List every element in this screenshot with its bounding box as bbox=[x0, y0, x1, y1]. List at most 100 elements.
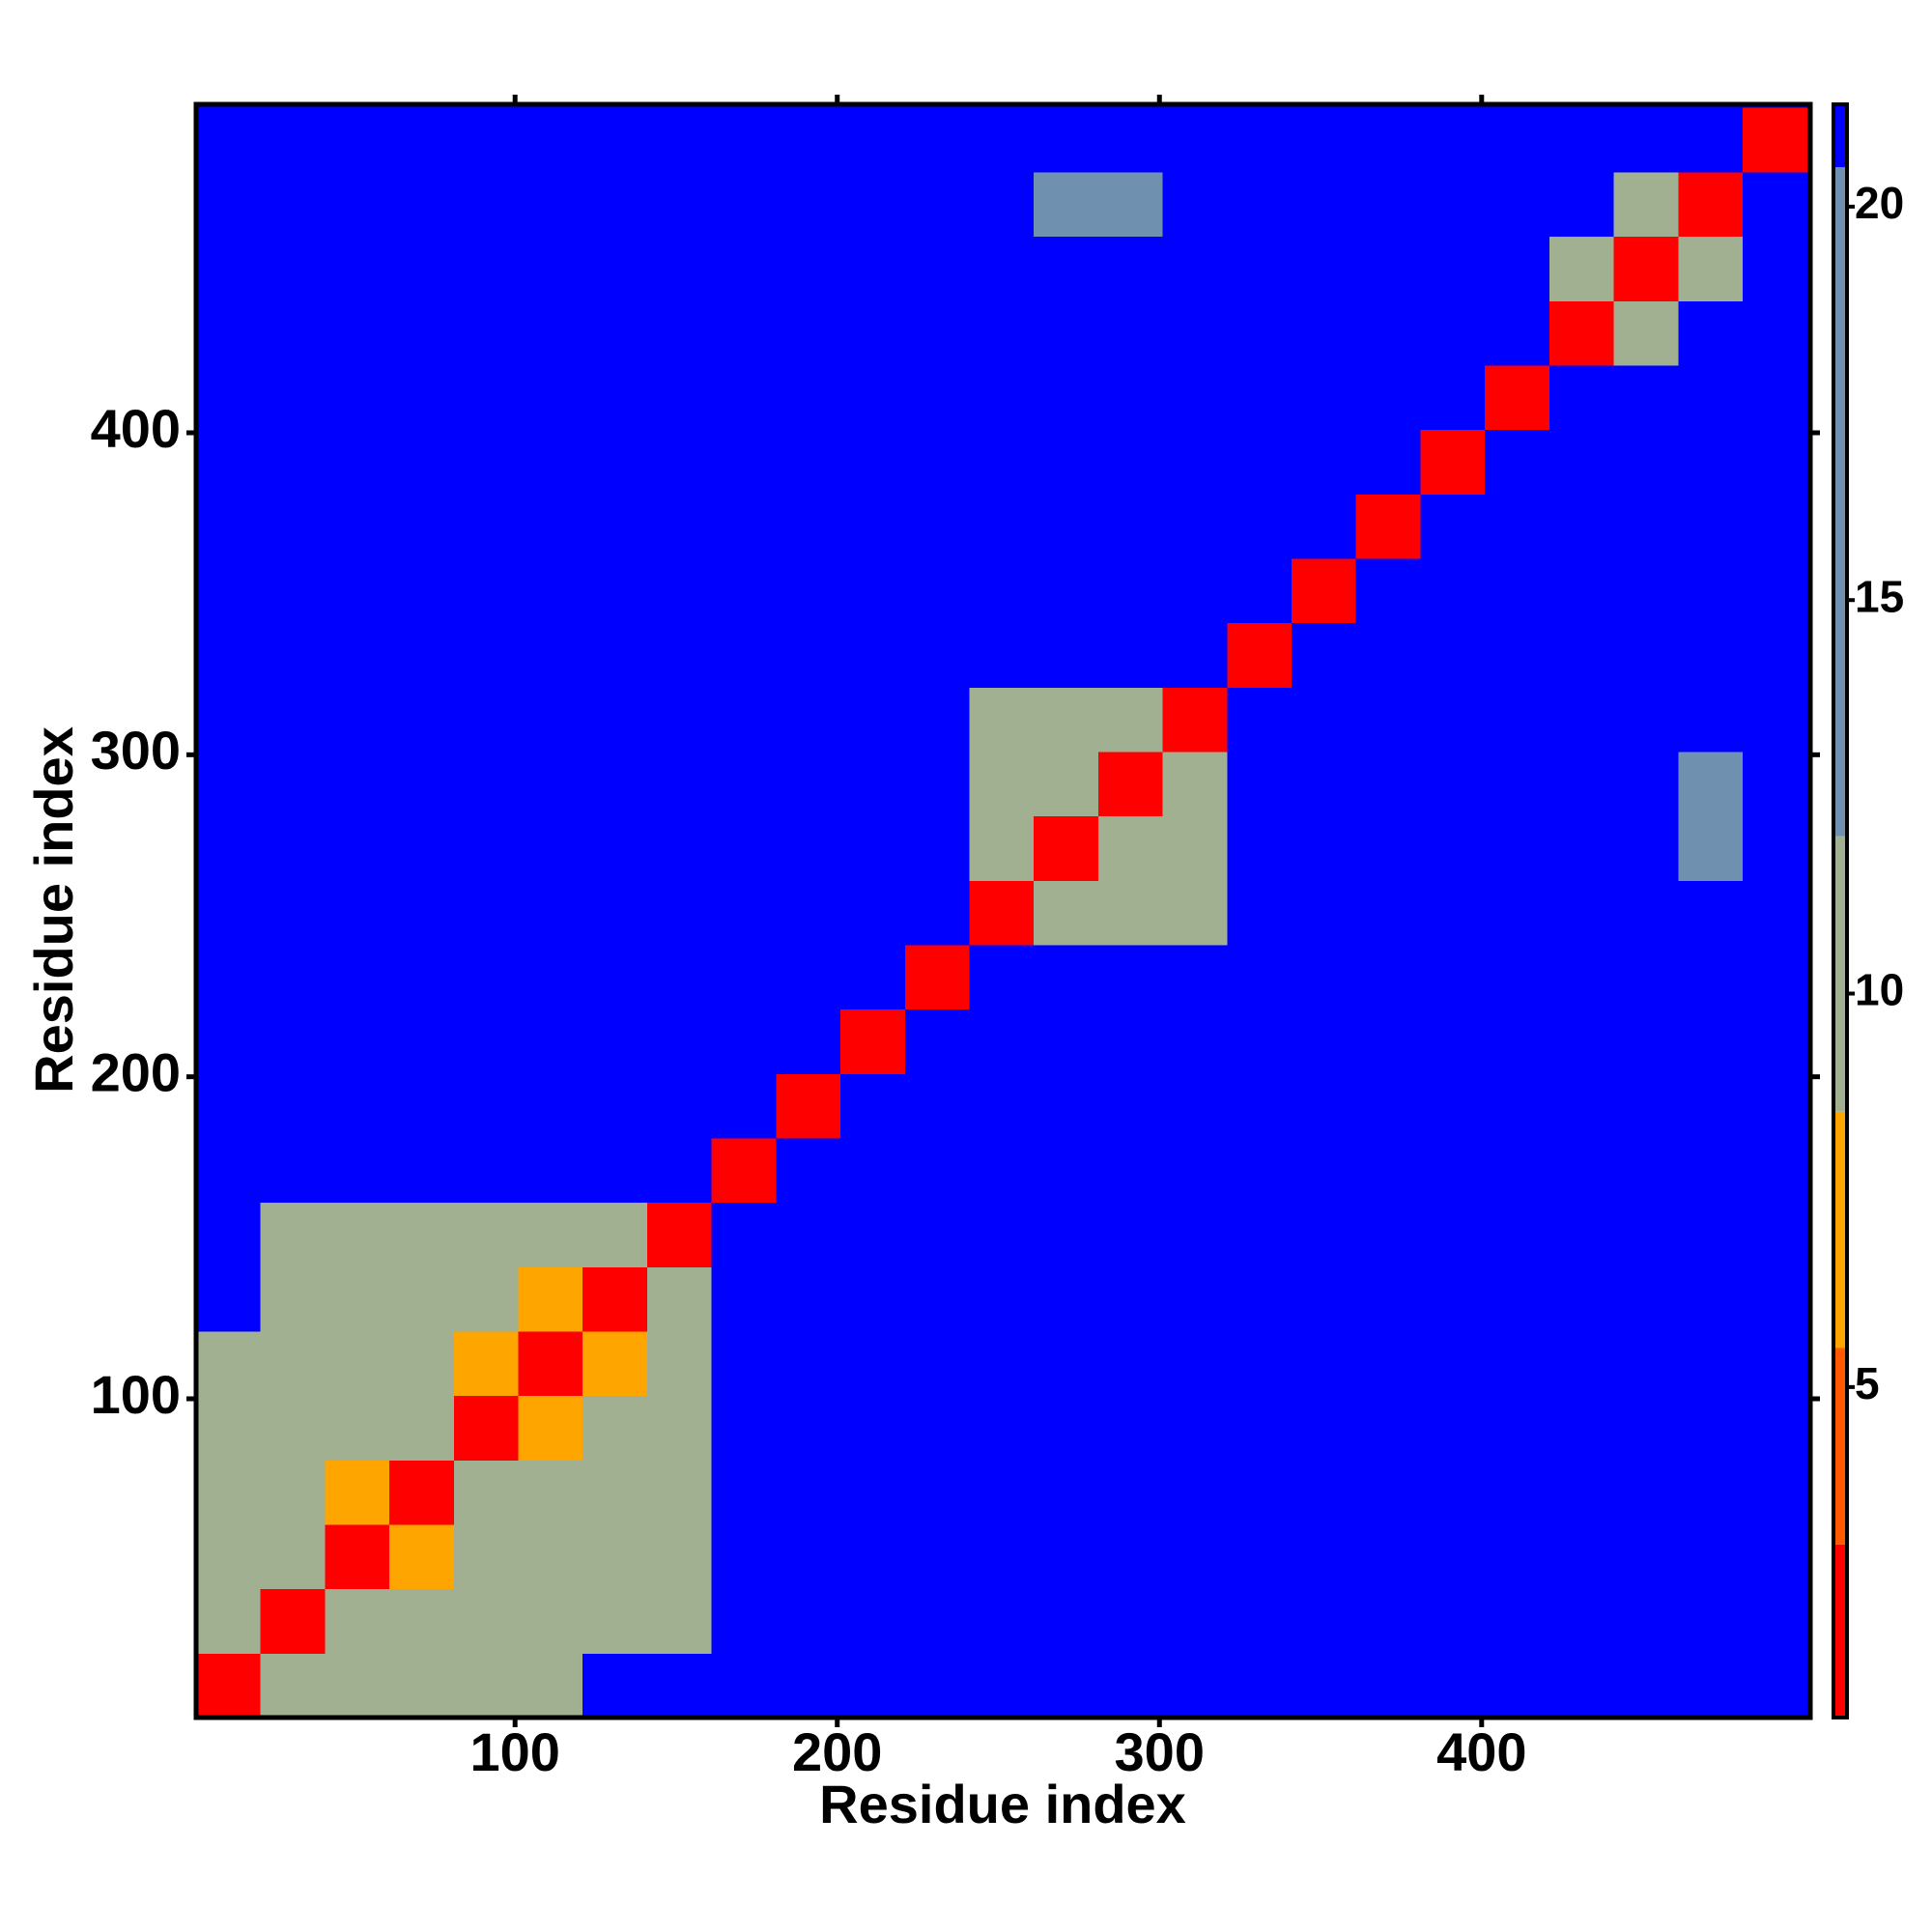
heatmap-cell bbox=[1162, 945, 1228, 1010]
heatmap-cell bbox=[389, 236, 455, 301]
heatmap-cell bbox=[1355, 1138, 1421, 1204]
heatmap-cell bbox=[1420, 365, 1486, 431]
heatmap-cell bbox=[260, 945, 326, 1010]
heatmap-cell bbox=[1485, 1202, 1550, 1267]
heatmap-cell bbox=[325, 1460, 390, 1525]
heatmap-cell bbox=[1678, 172, 1744, 238]
x-tick-label: 100 bbox=[469, 1721, 559, 1782]
heatmap-cell bbox=[1097, 1073, 1164, 1139]
heatmap-cell bbox=[1292, 558, 1357, 624]
heatmap-cell bbox=[711, 1331, 777, 1397]
heatmap-cell bbox=[776, 1524, 841, 1590]
heatmap-cell bbox=[1678, 429, 1744, 495]
heatmap-cell bbox=[196, 1331, 262, 1397]
heatmap-cell bbox=[1742, 429, 1808, 495]
heatmap-cell bbox=[969, 1460, 1035, 1525]
heatmap-cell bbox=[453, 622, 520, 688]
heatmap-cell bbox=[711, 1009, 777, 1074]
heatmap-cell bbox=[1420, 1138, 1486, 1204]
heatmap-cell bbox=[1162, 1266, 1228, 1332]
heatmap-cell bbox=[646, 687, 713, 753]
heatmap-cell bbox=[1355, 1588, 1421, 1654]
heatmap-cell bbox=[1097, 1009, 1164, 1074]
heatmap-cell bbox=[260, 1073, 326, 1139]
heatmap-cell bbox=[196, 1395, 262, 1461]
heatmap-cell bbox=[1548, 687, 1615, 753]
heatmap-cell bbox=[1485, 107, 1550, 173]
heatmap-cell bbox=[776, 1009, 841, 1074]
heatmap-cell bbox=[1162, 1331, 1228, 1397]
heatmap-cell bbox=[1034, 1266, 1099, 1332]
heatmap-cell bbox=[1420, 1524, 1486, 1590]
heatmap-cell bbox=[1097, 1460, 1164, 1525]
heatmap-cell bbox=[1355, 752, 1421, 817]
heatmap-cell bbox=[1355, 1524, 1421, 1590]
heatmap-cell bbox=[1097, 1138, 1164, 1204]
heatmap-cell bbox=[1097, 1588, 1164, 1654]
heatmap-cell bbox=[646, 1460, 713, 1525]
heatmap-cell bbox=[1613, 752, 1679, 817]
heatmap-cell bbox=[1420, 236, 1486, 301]
heatmap-cell bbox=[840, 1009, 906, 1074]
heatmap-cell bbox=[582, 752, 648, 817]
heatmap-cell bbox=[389, 558, 455, 624]
heatmap-cell bbox=[1485, 1138, 1550, 1204]
heatmap-cell bbox=[646, 1395, 713, 1461]
heatmap-cell bbox=[389, 1202, 455, 1267]
x-tick-label: 300 bbox=[1115, 1721, 1205, 1782]
heatmap-cell bbox=[1292, 752, 1357, 817]
heatmap-cell bbox=[776, 1653, 841, 1719]
heatmap-cell bbox=[260, 1653, 326, 1719]
heatmap-cell bbox=[325, 622, 390, 688]
heatmap-cell bbox=[1742, 1073, 1808, 1139]
heatmap-cell bbox=[1678, 1073, 1744, 1139]
heatmap-cell bbox=[1034, 1073, 1099, 1139]
heatmap-cell bbox=[1355, 1202, 1421, 1267]
heatmap-cell bbox=[1485, 880, 1550, 946]
heatmap-cell bbox=[1613, 1588, 1679, 1654]
heatmap-cell bbox=[1097, 236, 1164, 301]
heatmap-cell bbox=[904, 1395, 970, 1461]
y-tick-label: 200 bbox=[91, 1041, 181, 1102]
heatmap-cell bbox=[711, 107, 777, 173]
heatmap-cell bbox=[646, 815, 713, 881]
heatmap-cell bbox=[582, 1202, 648, 1267]
heatmap-cell bbox=[646, 1331, 713, 1397]
heatmap-cell bbox=[646, 622, 713, 688]
heatmap-cell bbox=[840, 687, 906, 753]
heatmap-cell bbox=[1355, 300, 1421, 366]
heatmap-cell bbox=[646, 172, 713, 238]
heatmap-cell bbox=[840, 429, 906, 495]
heatmap-cell bbox=[1292, 429, 1357, 495]
heatmap-cell bbox=[325, 1653, 390, 1719]
heatmap-cell bbox=[1742, 300, 1808, 366]
heatmap-cell bbox=[1227, 945, 1293, 1010]
heatmap-cell bbox=[646, 945, 713, 1010]
heatmap-cell bbox=[1355, 815, 1421, 881]
heatmap-cell bbox=[1548, 1588, 1615, 1654]
heatmap-cell bbox=[453, 558, 520, 624]
colorbar-tick-label: 15 bbox=[1855, 571, 1904, 621]
heatmap-cell bbox=[1292, 1073, 1357, 1139]
colorbar-segment bbox=[1833, 836, 1847, 1112]
heatmap-cell bbox=[389, 945, 455, 1010]
heatmap-cell bbox=[389, 107, 455, 173]
heatmap-cell bbox=[1097, 1266, 1164, 1332]
heatmap-cell bbox=[196, 1138, 262, 1204]
heatmap-cell bbox=[969, 1138, 1035, 1204]
heatmap-cell bbox=[1548, 236, 1615, 301]
heatmap-cell bbox=[1548, 494, 1615, 559]
heatmap-cell bbox=[389, 1588, 455, 1654]
heatmap-cell bbox=[1162, 1138, 1228, 1204]
heatmap-cell bbox=[389, 1331, 455, 1397]
heatmap-cell bbox=[389, 1009, 455, 1074]
heatmap-cell bbox=[1034, 1331, 1099, 1397]
heatmap-cell bbox=[1613, 236, 1679, 301]
heatmap-cell bbox=[582, 1331, 648, 1397]
heatmap-cell bbox=[1548, 1460, 1615, 1525]
heatmap-cell bbox=[389, 172, 455, 238]
heatmap-cell bbox=[389, 1653, 455, 1719]
heatmap-cell bbox=[389, 622, 455, 688]
heatmap-cell bbox=[969, 1653, 1035, 1719]
heatmap-cell bbox=[518, 945, 583, 1010]
